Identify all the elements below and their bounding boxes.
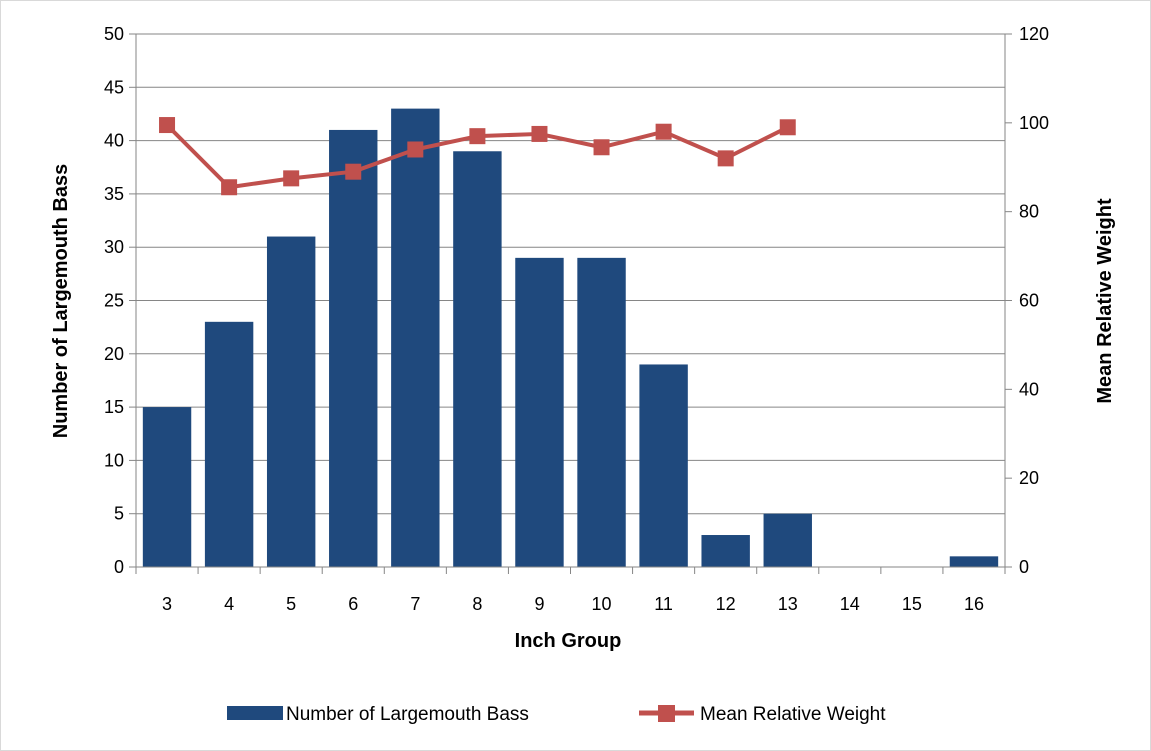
- bar: [701, 535, 750, 567]
- legend-bar-swatch: [227, 706, 283, 720]
- x-tick-label: 13: [778, 594, 798, 614]
- y-tick-label: 5: [114, 504, 124, 524]
- line-marker: [717, 150, 734, 167]
- bar-series: [142, 108, 999, 568]
- y-tick-label: 0: [114, 557, 124, 577]
- y-tick-label: 15: [104, 397, 124, 417]
- line-marker: [469, 128, 486, 145]
- line-series: [159, 117, 796, 196]
- line-marker: [159, 117, 176, 134]
- y-tick-label: 30: [104, 237, 124, 257]
- gridlines: [136, 33, 1005, 568]
- x-tick-label: 6: [348, 594, 358, 614]
- y-tick-label: 40: [104, 131, 124, 151]
- line-marker: [655, 123, 672, 140]
- bar: [763, 513, 812, 567]
- x-tick-label: 5: [286, 594, 296, 614]
- y2-tick-label: 40: [1019, 379, 1039, 399]
- legend-bar-label: Number of Largemouth Bass: [286, 704, 529, 725]
- y-tick-label: 50: [104, 24, 124, 44]
- x-tick-label: 3: [162, 594, 172, 614]
- legend-line-label: Mean Relative Weight: [700, 704, 886, 725]
- y2-axis-title: Mean Relative Weight: [1094, 198, 1116, 404]
- y-tick-label: 25: [104, 291, 124, 311]
- line-marker: [221, 179, 238, 196]
- line-marker: [283, 170, 300, 187]
- x-tick-label: 9: [534, 594, 544, 614]
- line-marker: [407, 141, 424, 158]
- x-tick-label: 14: [840, 594, 860, 614]
- x-tick-label: 15: [902, 594, 922, 614]
- legend-marker-swatch: [658, 705, 675, 722]
- y2-tick-label: 80: [1019, 202, 1039, 222]
- line-marker: [531, 125, 548, 142]
- bar: [949, 556, 999, 567]
- bar: [453, 151, 502, 567]
- y-axis-title: Number of Largemouth Bass: [50, 164, 72, 438]
- y2-tick-label: 120: [1019, 24, 1049, 44]
- bar: [142, 407, 192, 567]
- y-tick-label: 45: [104, 77, 124, 97]
- x-tick-label: 16: [964, 594, 984, 614]
- bar: [391, 108, 440, 568]
- y-tick-label: 35: [104, 184, 124, 204]
- line-marker: [593, 139, 610, 156]
- x-tick-label: 12: [716, 594, 736, 614]
- bar: [639, 364, 688, 567]
- x-tick-label: 11: [654, 594, 673, 614]
- line-marker: [345, 163, 362, 180]
- x-axis-title: Inch Group: [515, 630, 622, 652]
- bar: [204, 321, 254, 567]
- x-tick-label: 10: [592, 594, 612, 614]
- x-tick-label: 7: [410, 594, 420, 614]
- bar: [515, 257, 564, 567]
- y2-tick-label: 60: [1019, 291, 1039, 311]
- bar: [329, 129, 378, 567]
- x-tick-label: 4: [224, 594, 234, 614]
- y2-tick-label: 20: [1019, 468, 1039, 488]
- line-marker: [779, 119, 796, 136]
- bar: [577, 257, 626, 567]
- legend: Number of Largemouth Bass Mean Relative …: [227, 704, 886, 725]
- axes: [129, 33, 1012, 574]
- x-tick-label: 8: [472, 594, 482, 614]
- y2-tick-label: 0: [1019, 557, 1029, 577]
- y-tick-label: 20: [104, 344, 124, 364]
- y-tick-label: 10: [104, 450, 124, 470]
- bar: [266, 236, 316, 568]
- y2-tick-label: 100: [1019, 113, 1049, 133]
